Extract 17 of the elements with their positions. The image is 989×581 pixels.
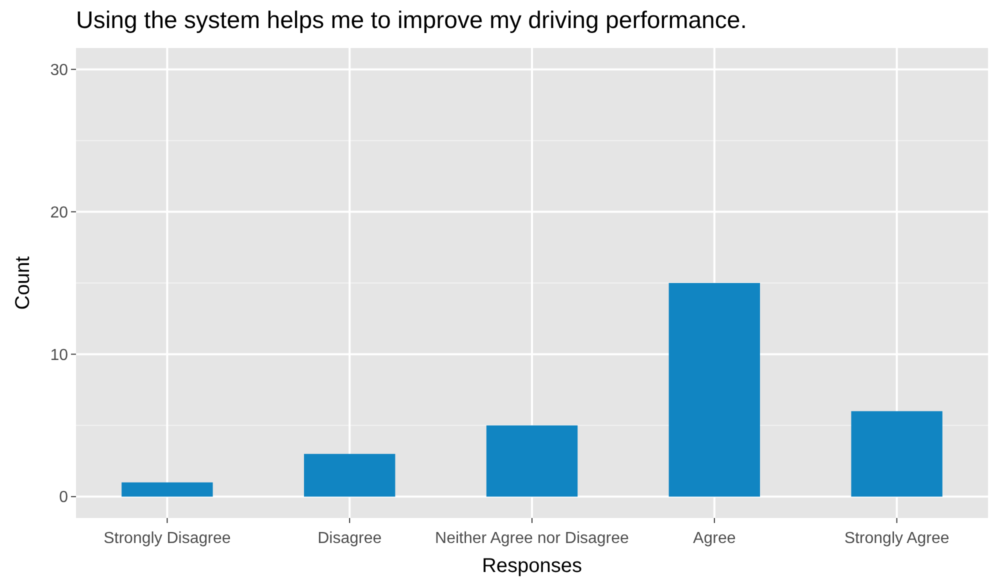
chart-title: Using the system helps me to improve my driving performance. [76, 7, 747, 34]
bar [122, 482, 213, 497]
y-tick-label: 0 [59, 489, 68, 506]
x-tick-label: Strongly Disagree [104, 530, 231, 547]
x-axis-title: Responses [482, 555, 582, 577]
x-tick-label: Disagree [318, 530, 382, 547]
x-tick-label: Neither Agree nor Disagree [435, 530, 630, 547]
y-tick-label: 20 [50, 204, 68, 222]
x-tick-label: Strongly Agree [844, 530, 950, 547]
bar [851, 411, 942, 497]
y-tick-label: 10 [50, 346, 68, 364]
y-tick-label: 30 [50, 62, 68, 79]
x-tick-label: Agree [693, 530, 736, 547]
bar [486, 425, 578, 497]
y-axis-title: Count [12, 256, 34, 310]
bar [304, 454, 396, 497]
bar [668, 283, 760, 497]
